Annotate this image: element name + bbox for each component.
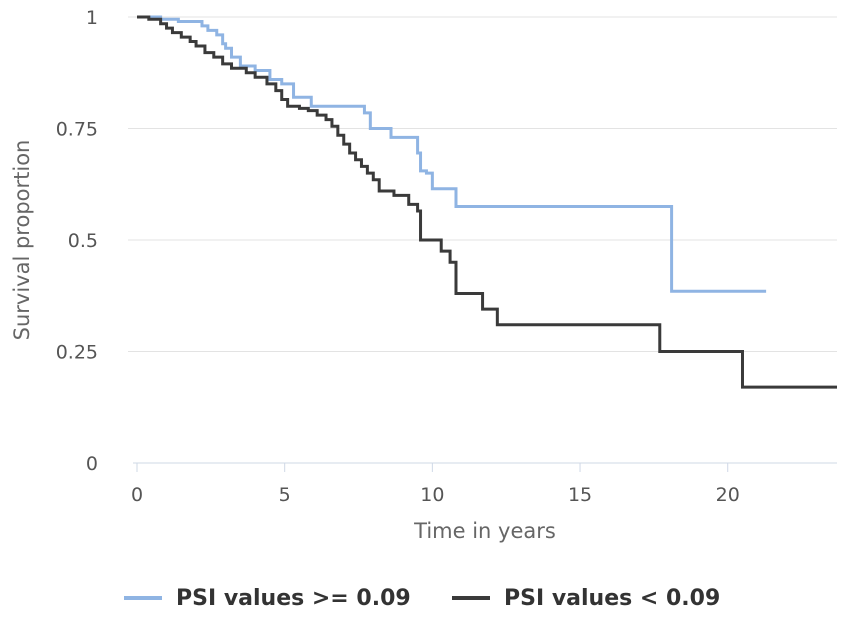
axes bbox=[133, 462, 837, 472]
x-axis-title: Time in years bbox=[413, 519, 556, 543]
x-tick-label: 15 bbox=[568, 484, 592, 506]
y-tick-label: 0.25 bbox=[56, 342, 98, 364]
x-tick-labels: 0 5 10 15 20 bbox=[131, 484, 740, 506]
x-tick-label: 0 bbox=[131, 484, 143, 506]
legend-label-low-psi: PSI values < 0.09 bbox=[504, 585, 721, 611]
series-lines bbox=[137, 15, 837, 389]
y-tick-labels: 0 0.25 0.5 0.75 1 bbox=[56, 7, 98, 475]
y-tick-label: 0 bbox=[86, 453, 98, 475]
legend-item-high-psi[interactable]: PSI values >= 0.09 bbox=[124, 578, 411, 618]
y-tick-label: 0.75 bbox=[56, 119, 98, 141]
legend-item-low-psi[interactable]: PSI values < 0.09 bbox=[452, 578, 720, 618]
legend: PSI values >= 0.09 PSI values < 0.09 bbox=[0, 578, 849, 618]
x-tick-label: 5 bbox=[279, 484, 291, 506]
x-tick-label: 20 bbox=[716, 484, 740, 506]
legend-swatch-low-psi bbox=[452, 596, 490, 600]
series-line-high-psi[interactable] bbox=[137, 15, 767, 293]
legend-swatch-high-psi bbox=[124, 596, 162, 600]
x-tick-label: 10 bbox=[420, 484, 444, 506]
y-tick-label: 1 bbox=[86, 7, 98, 29]
y-tick-label: 0.5 bbox=[68, 230, 98, 252]
series-line-low-psi[interactable] bbox=[137, 15, 837, 389]
legend-label-high-psi: PSI values >= 0.09 bbox=[176, 585, 411, 611]
y-axis-title: Survival proportion bbox=[10, 140, 34, 341]
